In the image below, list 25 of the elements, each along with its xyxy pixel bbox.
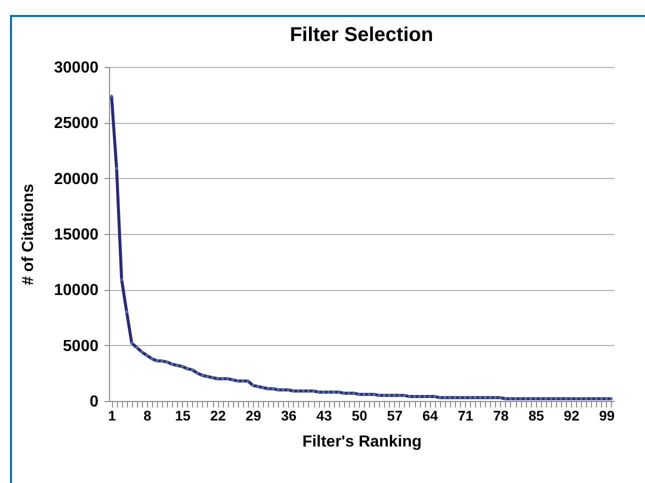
x-tick-label: 64	[422, 408, 438, 424]
x-axis-title: Filter's Ranking	[302, 434, 422, 450]
x-tick-label: 8	[143, 408, 152, 424]
x-tick-label: 22	[210, 408, 226, 424]
x-tick-label: 29	[246, 408, 262, 424]
x-tick-label: 99	[599, 408, 615, 424]
y-tick-label: 0	[90, 394, 99, 410]
x-tick-label: 57	[387, 408, 403, 424]
y-tick-label: 20000	[54, 170, 99, 188]
y-tick-label: 5000	[62, 338, 99, 355]
x-tick-label: 1	[108, 408, 116, 424]
x-tick-label: 36	[280, 408, 297, 424]
x-tick-label: 50	[352, 408, 368, 424]
y-tick-label: 15000	[54, 226, 99, 244]
x-tick-label: 15	[174, 408, 191, 424]
y-axis-title: # of Citations	[20, 184, 38, 286]
y-tick-label: 25000	[54, 115, 99, 132]
x-tick-label: 78	[493, 408, 509, 424]
y-tick-label: 10000	[54, 282, 99, 300]
x-tick-label: 92	[564, 408, 580, 424]
x-tick-label: 43	[316, 408, 332, 424]
x-tick-label: 71	[458, 408, 474, 424]
x-tick-label: 85	[528, 408, 544, 424]
y-tick-label: 30000	[54, 60, 99, 76]
chart-title: Filter Selection	[290, 24, 434, 46]
